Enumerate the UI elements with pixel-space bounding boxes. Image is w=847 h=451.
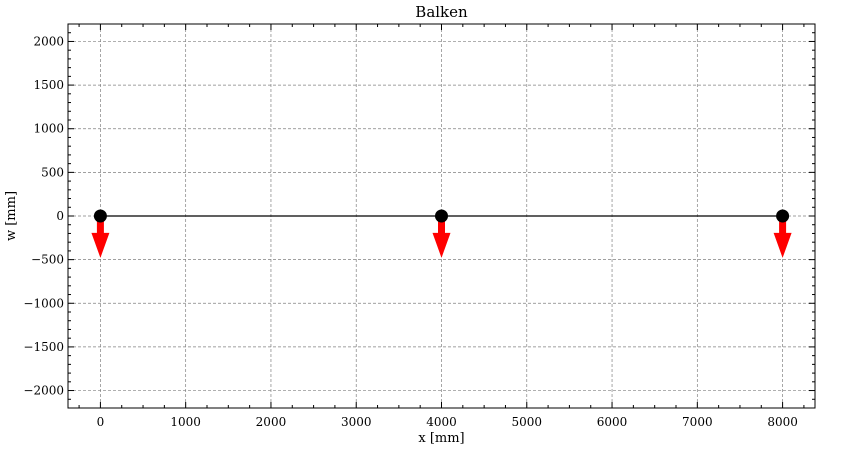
x-tick-label: 0	[97, 415, 105, 429]
y-tick-label: 1500	[33, 78, 64, 92]
y-tick-label: 0	[56, 209, 64, 223]
y-tick-label: −1500	[23, 340, 64, 354]
x-tick-label: 8000	[767, 415, 798, 429]
x-tick-label: 6000	[597, 415, 628, 429]
load-arrow	[91, 216, 110, 258]
beam-node	[93, 209, 107, 223]
y-tick-label: −2000	[23, 384, 64, 398]
x-tick-label: 7000	[682, 415, 713, 429]
x-axis-title: x [mm]	[418, 431, 464, 446]
load-arrow	[432, 216, 451, 258]
y-tick-label: 1000	[33, 122, 64, 136]
chart-title: Balken	[415, 3, 468, 21]
plot-data	[91, 209, 792, 258]
x-tick-label: 1000	[170, 415, 201, 429]
y-tick-labels: −2000 −1500 −1000 −500 0 500 1000 1500 2000	[23, 34, 64, 397]
x-tick-label: 2000	[256, 415, 287, 429]
plot-frame	[67, 23, 816, 409]
y-tick-label: −1000	[23, 296, 64, 310]
x-tick-label: 5000	[512, 415, 543, 429]
beam-node	[776, 209, 790, 223]
beam-node	[435, 209, 448, 223]
x-tick-label: 3000	[341, 415, 372, 429]
y-axis-title: w [mm]	[4, 191, 19, 241]
y-tick-label: −500	[31, 253, 64, 267]
load-arrow	[773, 216, 792, 258]
y-tick-label: 2000	[33, 34, 64, 48]
x-tick-labels: 0 1000 2000 3000 4000 5000 6000 7000 8000	[97, 415, 798, 429]
x-tick-label: 4000	[426, 415, 457, 429]
y-tick-label: 500	[41, 165, 64, 179]
